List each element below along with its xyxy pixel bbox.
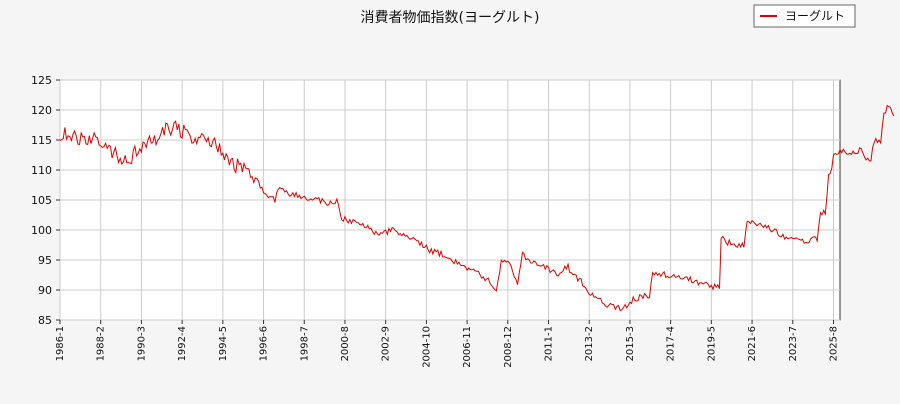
legend-label: ヨーグルト (785, 9, 845, 23)
y-tick-label: 90 (38, 284, 52, 297)
x-tick-label: 1994-5 (218, 326, 229, 361)
x-tick-label: 1992-4 (177, 326, 188, 361)
x-tick-label: 1988-2 (96, 326, 107, 361)
series-layer (59, 104, 895, 312)
x-tick-label: 1990-3 (136, 326, 147, 361)
y-tick-label: 120 (31, 104, 52, 117)
x-tick-label: 2011-1 (544, 326, 555, 361)
x-tick-label: 2019-5 (706, 326, 717, 361)
y-tick-label: 100 (31, 224, 52, 237)
x-tick-label: 2013-2 (584, 326, 595, 361)
x-tick-label: 2015-3 (625, 326, 636, 361)
legend: ヨーグルト (753, 4, 856, 28)
y-axis: 85 90 95 100 105 110 115 120 125 (31, 74, 60, 327)
x-tick-label: 1998-7 (299, 326, 310, 361)
x-tick-label: 2025-8 (828, 326, 839, 361)
x-tick-label: 2023-7 (788, 326, 799, 361)
chart-title: 消費者物価指数(ヨーグルト) (361, 10, 540, 26)
x-tick-label: 2002-9 (381, 326, 392, 361)
x-tick-label: 1986-1 (55, 326, 66, 361)
y-tick-label: 95 (38, 254, 52, 267)
x-tick-label: 2000-8 (340, 326, 351, 361)
y-tick-label: 105 (31, 194, 52, 207)
x-tick-label: 2017-4 (666, 326, 677, 361)
y-tick-label: 110 (31, 164, 52, 177)
x-tick-label: 2006-11 (462, 326, 473, 368)
x-tick-label: 2021-6 (747, 326, 758, 361)
series-line (59, 104, 895, 312)
grid (59, 79, 840, 321)
x-tick-label: 2008-12 (503, 326, 514, 368)
x-tick-label: 1996-6 (259, 326, 270, 361)
y-tick-label: 115 (31, 134, 52, 147)
legend-box (753, 4, 856, 28)
y-tick-label: 85 (38, 314, 52, 327)
y-tick-label: 125 (31, 74, 52, 87)
x-tick-label: 2004-10 (421, 326, 432, 368)
x-axis: 1986-1 1988-2 1990-3 1992-4 1994-5 1996-6 1998… (55, 320, 839, 368)
